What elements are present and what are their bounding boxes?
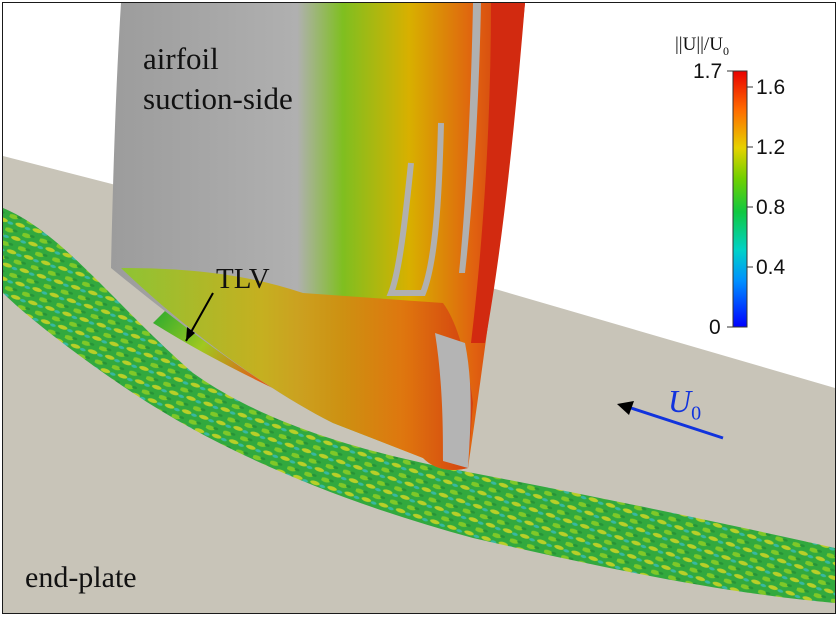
- colorbar-min-label: 0: [709, 316, 721, 339]
- colorbar-tick-label: 1.2: [756, 136, 786, 159]
- tlv-label: TLV: [216, 263, 270, 295]
- trailing-edge-slot-2: [386, 122, 444, 296]
- colorbar-ticks: [727, 70, 753, 328]
- inflow-arrow-head: [617, 401, 634, 415]
- suction-side-label: suction-side: [143, 81, 293, 116]
- trailing-edge-strip: [471, 3, 525, 343]
- flow-scene: [3, 3, 835, 613]
- colorbar-max-label: 1.7: [693, 60, 723, 83]
- trailing-edge-slot-1: [459, 3, 481, 273]
- endplate-label: end-plate: [25, 561, 137, 594]
- tlv-pointer-head: [186, 327, 195, 341]
- airfoil-grey-edge: [435, 333, 471, 468]
- airfoil-root-fillet: [121, 268, 473, 470]
- wake-region: [3, 208, 835, 603]
- colorbar-tick-label: 1.6: [756, 76, 786, 99]
- colorbar-tick-label: 0.4: [756, 256, 786, 279]
- colorbar-gradient: [732, 70, 748, 328]
- inflow-arrow: [630, 406, 724, 440]
- inflow-velocity-label: U0: [668, 383, 702, 425]
- colorbar-tick-label: 0.8: [756, 196, 786, 219]
- colorbar-title: ||U||/U0: [675, 34, 729, 58]
- airfoil-label: airfoil: [143, 41, 219, 76]
